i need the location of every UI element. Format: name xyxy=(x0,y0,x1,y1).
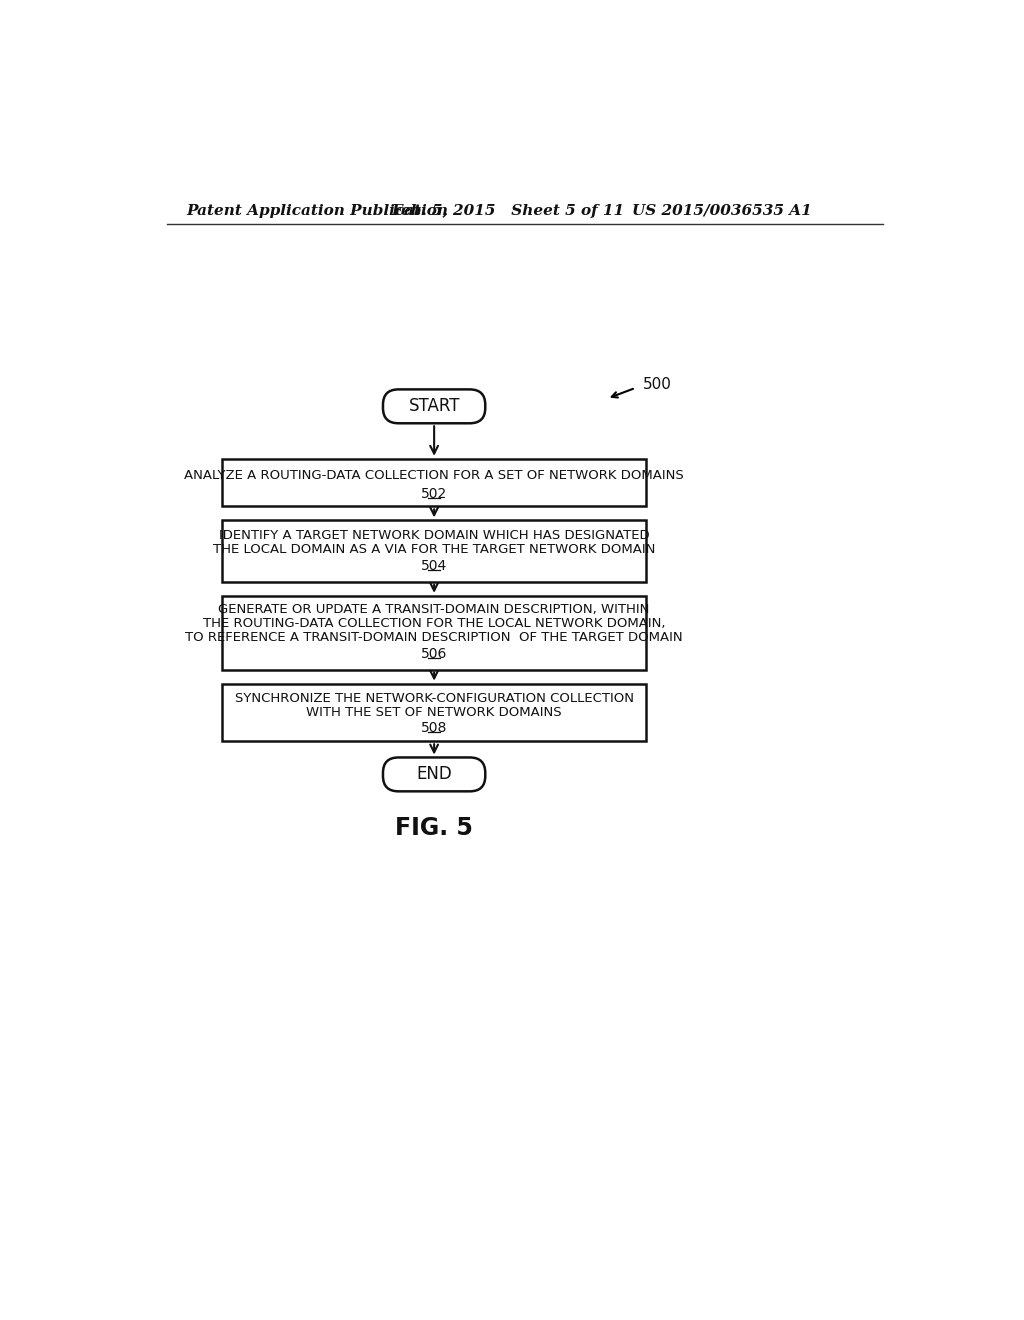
Text: Feb. 5, 2015   Sheet 5 of 11: Feb. 5, 2015 Sheet 5 of 11 xyxy=(391,203,625,218)
Text: THE LOCAL DOMAIN AS A VIA FOR THE TARGET NETWORK DOMAIN: THE LOCAL DOMAIN AS A VIA FOR THE TARGET… xyxy=(213,543,655,556)
FancyBboxPatch shape xyxy=(222,459,646,507)
FancyBboxPatch shape xyxy=(222,595,646,669)
FancyBboxPatch shape xyxy=(222,520,646,582)
Text: US 2015/0036535 A1: US 2015/0036535 A1 xyxy=(632,203,811,218)
Text: THE ROUTING-DATA COLLECTION FOR THE LOCAL NETWORK DOMAIN,: THE ROUTING-DATA COLLECTION FOR THE LOCA… xyxy=(203,616,666,630)
FancyBboxPatch shape xyxy=(383,758,485,792)
Text: SYNCHRONIZE THE NETWORK-CONFIGURATION COLLECTION: SYNCHRONIZE THE NETWORK-CONFIGURATION CO… xyxy=(234,693,634,705)
Text: TO REFERENCE A TRANSIT-DOMAIN DESCRIPTION  OF THE TARGET DOMAIN: TO REFERENCE A TRANSIT-DOMAIN DESCRIPTIO… xyxy=(185,631,683,644)
FancyBboxPatch shape xyxy=(383,389,485,424)
Text: END: END xyxy=(416,766,452,783)
FancyBboxPatch shape xyxy=(222,684,646,742)
Text: 506: 506 xyxy=(421,647,447,661)
Text: 500: 500 xyxy=(643,376,672,392)
Text: 508: 508 xyxy=(421,721,447,735)
Text: FIG. 5: FIG. 5 xyxy=(395,816,473,841)
Text: IDENTIFY A TARGET NETWORK DOMAIN WHICH HAS DESIGNATED: IDENTIFY A TARGET NETWORK DOMAIN WHICH H… xyxy=(219,529,649,543)
Text: 504: 504 xyxy=(421,560,447,573)
Text: 502: 502 xyxy=(421,487,447,502)
Text: ANALYZE A ROUTING-DATA COLLECTION FOR A SET OF NETWORK DOMAINS: ANALYZE A ROUTING-DATA COLLECTION FOR A … xyxy=(184,469,684,482)
Text: START: START xyxy=(409,397,460,416)
Text: Patent Application Publication: Patent Application Publication xyxy=(186,203,449,218)
Text: WITH THE SET OF NETWORK DOMAINS: WITH THE SET OF NETWORK DOMAINS xyxy=(306,706,562,719)
Text: GENERATE OR UPDATE A TRANSIT-DOMAIN DESCRIPTION, WITHIN: GENERATE OR UPDATE A TRANSIT-DOMAIN DESC… xyxy=(218,603,650,616)
